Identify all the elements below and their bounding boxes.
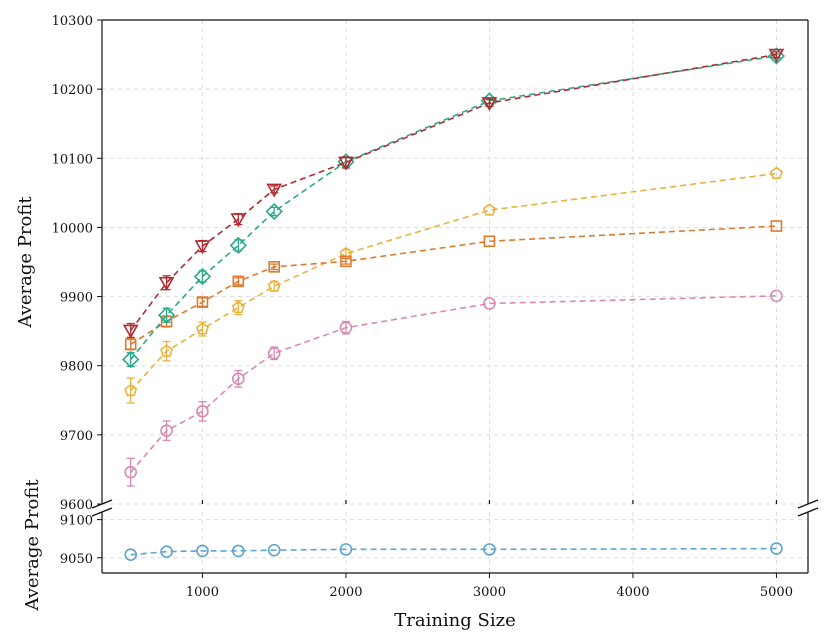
data-point bbox=[157, 306, 176, 324]
x-tick-label: 5000 bbox=[760, 585, 793, 600]
data-point bbox=[193, 267, 212, 286]
data-point bbox=[770, 220, 783, 232]
data-point bbox=[267, 346, 281, 360]
data-point bbox=[265, 202, 283, 221]
data-point bbox=[160, 344, 174, 357]
data-point bbox=[196, 544, 209, 558]
x-axis-title: Training Size bbox=[394, 610, 516, 631]
data-point bbox=[230, 213, 247, 228]
data-point bbox=[770, 542, 783, 555]
data-point bbox=[196, 405, 209, 418]
y-tick-label-top: 10000 bbox=[52, 221, 93, 236]
x-tick-label: 3000 bbox=[473, 585, 506, 600]
series-series-blue bbox=[124, 542, 783, 562]
data-point bbox=[266, 183, 283, 198]
y-tick-label-bottom: 9050 bbox=[60, 552, 93, 567]
data-point bbox=[267, 543, 281, 557]
data-point bbox=[160, 545, 173, 558]
data-point bbox=[339, 321, 353, 334]
series-layer bbox=[122, 47, 786, 562]
axis-break-mark bbox=[797, 499, 819, 509]
data-point bbox=[124, 465, 137, 479]
y-tick-label-top: 9800 bbox=[60, 360, 93, 375]
x-tick-label: 1000 bbox=[186, 585, 219, 600]
y-tick-label-top: 10200 bbox=[52, 83, 93, 98]
data-point bbox=[196, 296, 209, 308]
series-series-yellow bbox=[124, 166, 783, 404]
data-point bbox=[267, 279, 281, 292]
axes-layer: 9600 9700 9800 9900 10000 10100 10200 10300 9050… bbox=[52, 14, 819, 600]
data-point bbox=[770, 289, 783, 303]
data-point bbox=[482, 203, 496, 216]
grid-layer bbox=[102, 19, 808, 573]
data-point bbox=[481, 97, 498, 112]
data-point bbox=[268, 261, 280, 273]
data-point bbox=[339, 543, 353, 556]
data-point bbox=[124, 338, 137, 351]
data-point bbox=[340, 255, 352, 268]
y-axis-title-top: Average Profit bbox=[15, 196, 36, 329]
data-point bbox=[338, 156, 354, 171]
y-tick-label-bottom: 9100 bbox=[60, 514, 93, 529]
series-line bbox=[130, 547, 777, 556]
series-line bbox=[130, 55, 777, 360]
data-point bbox=[769, 166, 783, 179]
axis-break-mark bbox=[91, 507, 113, 517]
y-tick-label-top: 9700 bbox=[60, 429, 93, 444]
data-point bbox=[160, 424, 173, 438]
data-point bbox=[483, 235, 496, 248]
data-point bbox=[122, 350, 140, 369]
y-tick-label-top: 9900 bbox=[60, 291, 93, 306]
series-line bbox=[130, 53, 777, 331]
series-series-pink bbox=[124, 289, 783, 487]
data-point bbox=[158, 276, 175, 291]
data-point bbox=[232, 544, 245, 558]
y-tick-label-top: 10100 bbox=[52, 152, 93, 167]
y-axis-title-bottom: Average Profit bbox=[22, 479, 43, 612]
data-point bbox=[194, 240, 211, 255]
data-point bbox=[231, 300, 245, 314]
data-point bbox=[768, 48, 785, 63]
data-point bbox=[122, 324, 139, 339]
x-tick-label: 2000 bbox=[329, 585, 362, 600]
data-point bbox=[232, 372, 245, 386]
series-line bbox=[130, 295, 777, 473]
series-line bbox=[130, 225, 777, 345]
axis-break-mark bbox=[797, 507, 819, 517]
data-point bbox=[124, 548, 137, 562]
series-series-orange bbox=[124, 220, 783, 351]
data-point bbox=[229, 236, 247, 255]
y-tick-label-top: 9600 bbox=[60, 498, 93, 513]
data-point bbox=[124, 383, 138, 397]
series-series-green bbox=[122, 47, 786, 369]
data-point bbox=[232, 275, 245, 288]
data-point bbox=[195, 322, 209, 335]
series-series-red bbox=[122, 48, 785, 339]
series-line bbox=[130, 172, 777, 392]
y-tick-label-top: 10300 bbox=[52, 14, 93, 29]
x-tick-label: 4000 bbox=[616, 585, 649, 600]
data-point bbox=[483, 297, 496, 310]
data-point bbox=[483, 543, 496, 556]
